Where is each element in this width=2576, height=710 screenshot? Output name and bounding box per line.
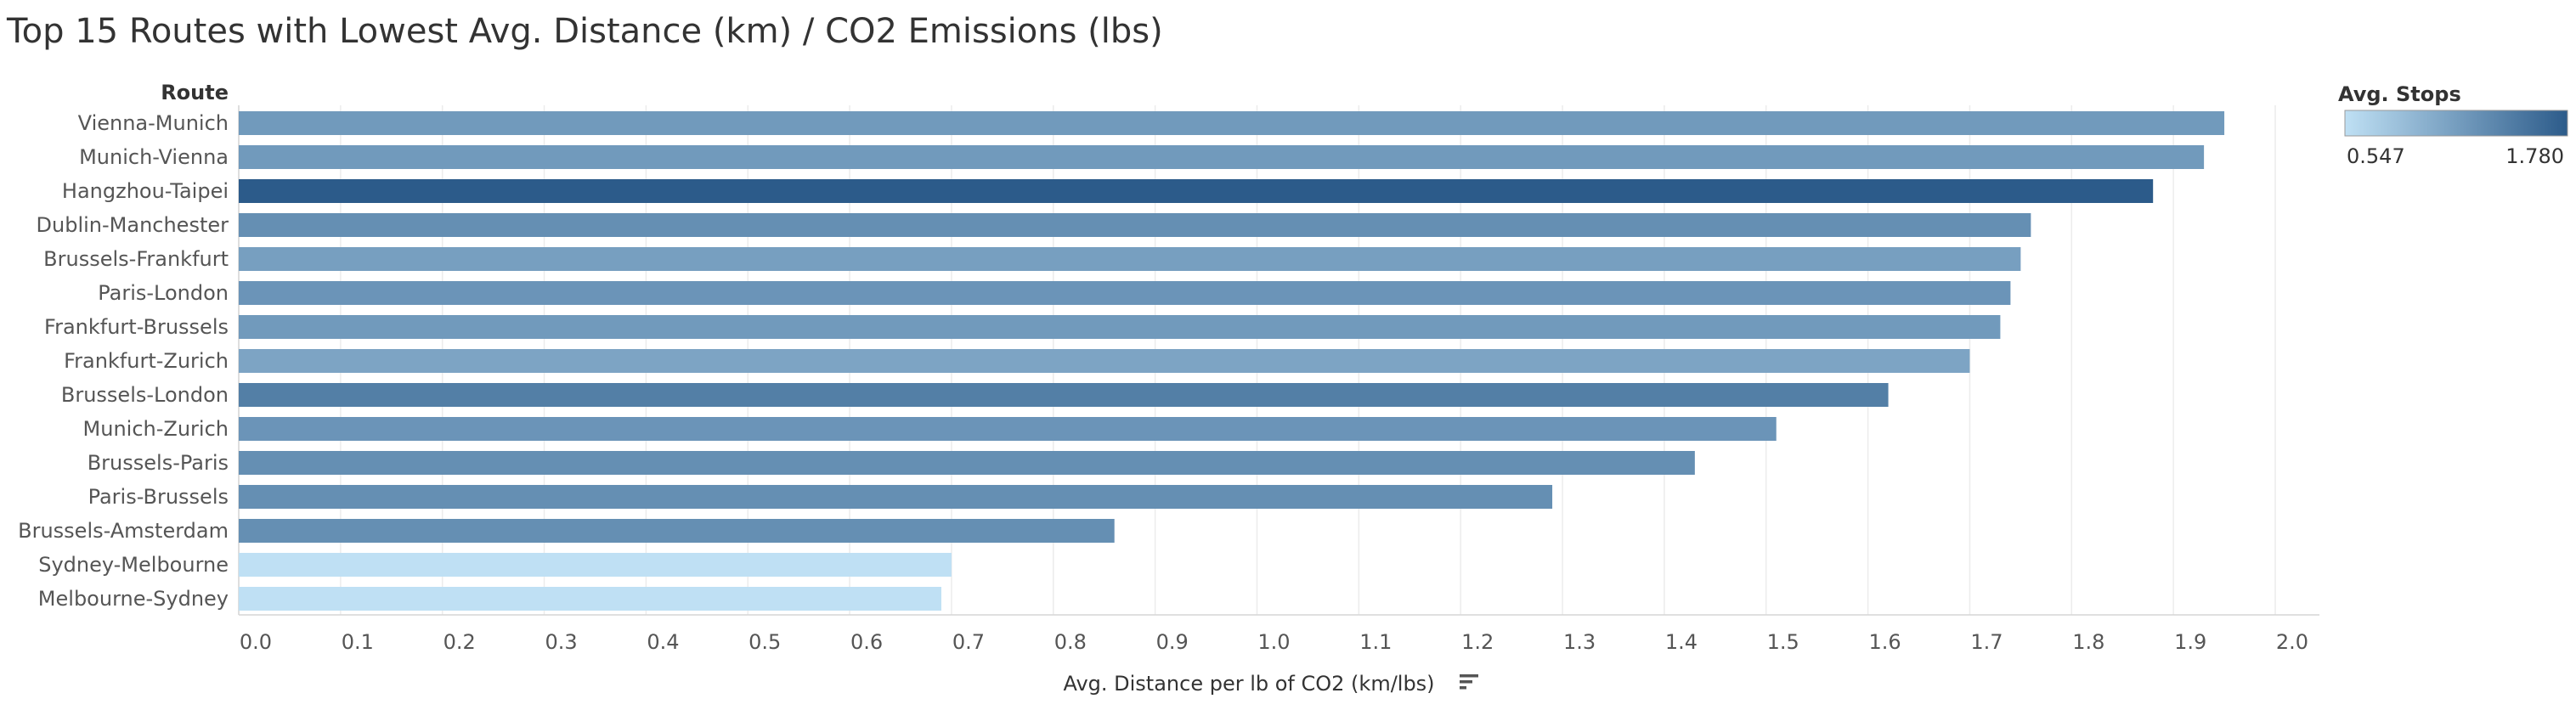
x-tick-label: 1.9 [2174, 630, 2206, 654]
bar[interactable] [239, 417, 1777, 441]
bar[interactable] [239, 519, 1115, 543]
x-tick-labels: 0.0 0.1 0.2 0.3 0.4 0.5 0.6 0.7 0.8 0.9 1.0 1.1 1.2 1… [240, 630, 2308, 654]
x-tick-label: 0.2 [443, 630, 476, 654]
legend-min-label: 0.547 [2347, 144, 2405, 168]
x-tick-label: 0.1 [342, 630, 374, 654]
category-label: Hangzhou-Taipei [62, 179, 229, 203]
category-label: Dublin-Manchester [37, 213, 229, 237]
bar[interactable] [239, 553, 952, 577]
category-label: Paris-London [98, 281, 229, 305]
color-legend: Avg. Stops 0.547 1.780 [2338, 82, 2568, 168]
bar[interactable] [239, 485, 1553, 509]
bar[interactable] [239, 383, 1889, 407]
category-label: Brussels-Frankfurt [43, 247, 229, 271]
x-tick-label: 0.8 [1054, 630, 1087, 654]
category-label: Munich-Zurich [83, 417, 229, 441]
category-label: Paris-Brussels [88, 485, 229, 509]
x-tick-label: 1.8 [2072, 630, 2104, 654]
x-axis-title-group: Avg. Distance per lb of CO2 (km/lbs) [1063, 672, 1478, 696]
x-tick-label: 0.5 [749, 630, 781, 654]
sort-icon[interactable] [1460, 674, 1478, 690]
bar[interactable] [239, 587, 941, 611]
x-tick-label: 0.6 [850, 630, 883, 654]
category-label: Vienna-Munich [78, 111, 229, 135]
legend-max-label: 1.780 [2505, 144, 2564, 168]
category-label: Sydney-Melbourne [38, 553, 229, 577]
category-label: Brussels-Paris [88, 451, 229, 475]
category-label: Munich-Vienna [79, 145, 229, 169]
x-tick-label: 0.3 [545, 630, 577, 654]
bar[interactable] [239, 281, 2011, 305]
x-tick-label: 2.0 [2276, 630, 2308, 654]
bar[interactable] [239, 111, 2225, 135]
bar[interactable] [239, 213, 2031, 237]
chart-title: Top 15 Routes with Lowest Avg. Distance … [7, 12, 1163, 51]
category-header: Route [161, 81, 229, 104]
x-tick-label: 1.6 [1869, 630, 1901, 654]
bar[interactable] [239, 315, 2001, 339]
x-tick-label: 0.7 [952, 630, 985, 654]
bar[interactable] [239, 349, 1970, 373]
category-label: Brussels-Amsterdam [18, 519, 229, 543]
bar[interactable] [239, 451, 1695, 475]
x-tick-label: 0.4 [647, 630, 679, 654]
bar[interactable] [239, 247, 2021, 271]
category-label: Frankfurt-Zurich [64, 349, 229, 373]
x-tick-label: 1.4 [1665, 630, 1698, 654]
bars [239, 111, 2225, 611]
bar[interactable] [239, 145, 2205, 169]
x-tick-label: 1.0 [1257, 630, 1290, 654]
x-tick-label: 0.0 [240, 630, 272, 654]
legend-title: Avg. Stops [2338, 82, 2461, 106]
category-label: Melbourne-Sydney [38, 587, 229, 611]
x-tick-label: 0.9 [1156, 630, 1189, 654]
x-tick-label: 1.1 [1359, 630, 1392, 654]
category-labels: Vienna-Munich Munich-Vienna Hangzhou-Taipe… [18, 111, 229, 611]
x-tick-label: 1.2 [1461, 630, 1494, 654]
x-axis-title: Avg. Distance per lb of CO2 (km/lbs) [1063, 672, 1434, 696]
category-label: Brussels-London [61, 383, 229, 407]
x-tick-label: 1.7 [1970, 630, 2003, 654]
x-tick-label: 1.5 [1767, 630, 1799, 654]
x-tick-label: 1.3 [1563, 630, 1596, 654]
bar[interactable] [239, 179, 2154, 203]
category-label: Frankfurt-Brussels [44, 315, 229, 339]
legend-gradient-bar [2344, 110, 2568, 137]
